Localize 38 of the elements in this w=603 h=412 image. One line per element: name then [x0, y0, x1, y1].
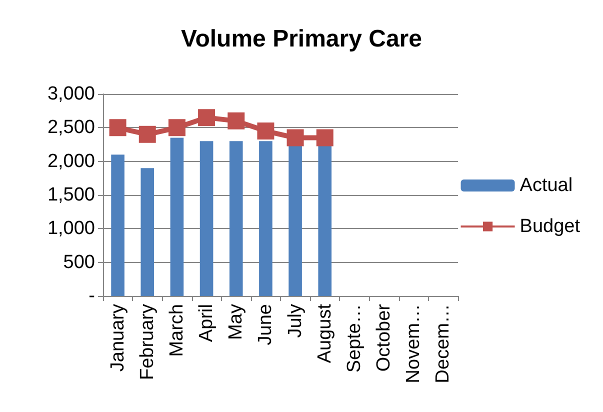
point	[109, 119, 126, 136]
point	[198, 109, 216, 126]
y-tick-label: 1,500	[47, 184, 95, 206]
y-tick-label: 500	[63, 252, 95, 273]
x-tick-label: October	[374, 303, 395, 372]
y-tick-label: 2,000	[47, 150, 95, 172]
y-tick-label: 2,500	[47, 117, 95, 138]
x-tick-label: February	[136, 304, 158, 380]
point	[286, 129, 304, 146]
x-tick-label: April	[196, 304, 218, 342]
bar	[200, 141, 214, 296]
bar	[170, 138, 184, 296]
point	[168, 119, 186, 136]
chart-title: Volume Primary Care	[181, 26, 422, 52]
x-tick-label: May	[226, 304, 247, 340]
point	[316, 129, 334, 146]
y-tick-label: 3,000	[47, 84, 95, 104]
bar	[259, 141, 272, 296]
x-tick-label: March	[166, 304, 188, 357]
bar	[111, 154, 124, 296]
x-tick-label: June	[255, 304, 276, 346]
x-tick-label: July	[284, 304, 306, 338]
bar	[288, 144, 302, 296]
bar	[140, 168, 154, 296]
x-tick-label: Septe…	[344, 304, 365, 373]
legend-label: Actual	[520, 175, 573, 196]
legend-label: Budget	[520, 216, 581, 237]
point	[138, 126, 156, 143]
x-tick-label: January	[107, 304, 128, 372]
x-tick-label: August	[314, 303, 336, 364]
bar	[229, 141, 243, 296]
point	[228, 112, 245, 130]
bar	[318, 144, 332, 296]
x-tick-label: Novem…	[403, 304, 424, 384]
point	[257, 122, 274, 140]
y-tick-label: -	[88, 286, 95, 306]
y-tick-label: 1,000	[47, 218, 95, 240]
x-tick-label: Decem…	[432, 304, 454, 384]
